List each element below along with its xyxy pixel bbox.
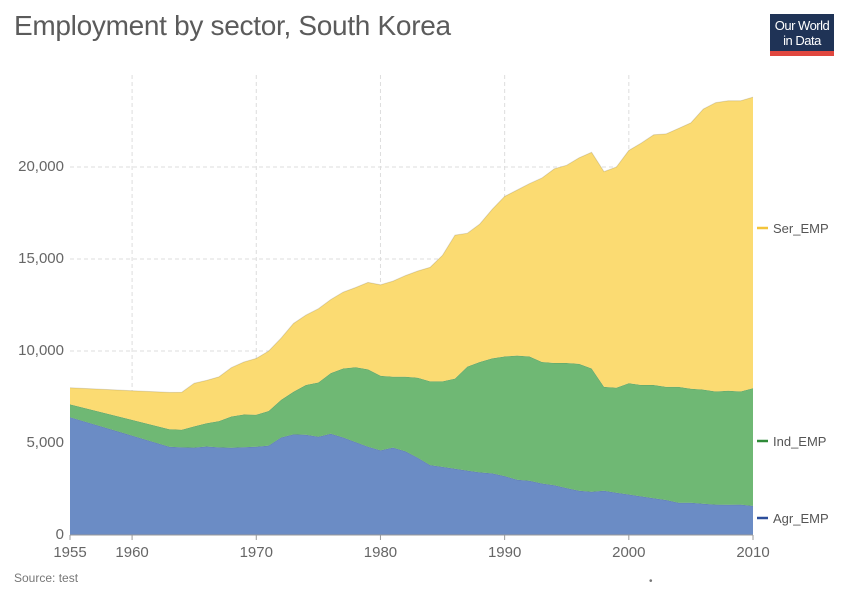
y-tick-label: 10,000 — [18, 342, 64, 359]
y-tick-label: 0 — [56, 526, 64, 543]
x-tick-label: 2000 — [612, 544, 645, 561]
x-tick-label: 1990 — [488, 544, 521, 561]
legend-label[interactable]: Ser_EMP — [773, 221, 829, 236]
axes: 0 5,000 10,000 15,000 20,000 1955 1960 1970 1980… — [18, 158, 770, 561]
y-tick-label: 15,000 — [18, 250, 64, 267]
x-tick-label: 2010 — [736, 544, 769, 561]
logo-accent-bar — [770, 51, 834, 56]
y-tick-label: 20,000 — [18, 158, 64, 175]
source-note: Source: test — [14, 571, 79, 585]
y-tick-label: 5,000 — [26, 434, 64, 451]
legend-label[interactable]: Ind_EMP — [773, 434, 826, 449]
owid-logo[interactable]: Our World in Data — [770, 14, 834, 56]
area-outline — [69, 96, 754, 393]
x-tick-label: 1970 — [240, 544, 273, 561]
footer-dot: • — [649, 576, 653, 587]
area-agr-emp[interactable] — [70, 417, 753, 535]
logo-line-1: Our World — [774, 18, 830, 33]
x-tick-label: 1955 — [53, 544, 86, 561]
legend: Agr_EMP Ind_EMP Ser_EMP — [757, 221, 829, 526]
x-tick-label: 1980 — [364, 544, 397, 561]
area-ind-emp[interactable] — [70, 355, 753, 506]
area-ser-emp[interactable] — [70, 97, 753, 430]
legend-label[interactable]: Agr_EMP — [773, 511, 829, 526]
logo-line-2: in Data — [783, 33, 821, 48]
chart-title: Employment by sector, South Korea — [14, 10, 451, 41]
area-series-group — [69, 96, 754, 535]
x-tick-label: 1960 — [115, 544, 148, 561]
